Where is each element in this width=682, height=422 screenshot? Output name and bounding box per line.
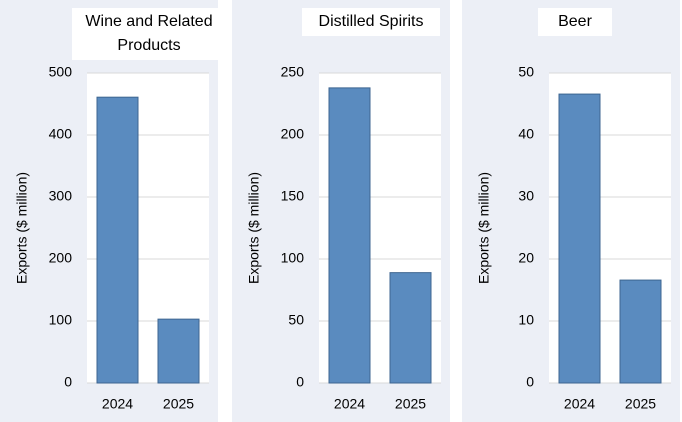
y-axis-label: Exports ($ million) [246, 172, 262, 284]
y-tick-label: 40 [518, 126, 534, 142]
y-tick-label: 300 [49, 188, 73, 204]
x-tick-label: 2024 [334, 396, 365, 412]
bar [389, 272, 432, 384]
y-tick-label: 30 [518, 188, 534, 204]
y-tick-label: 100 [49, 312, 73, 328]
chart: 0 100 200 300 400 500 Exports ($ million) 2024 2… [14, 64, 209, 412]
y-tick-label: 250 [281, 64, 305, 80]
x-tick-label: 2024 [564, 396, 595, 412]
y-tick-label: 0 [64, 374, 72, 390]
chart-panel: 0 50 100 150 200 250 Exports ($ million) 2024 20… [232, 0, 450, 422]
y-tick-label: 100 [281, 250, 305, 266]
x-tick-label: 2025 [163, 396, 194, 412]
bar [157, 318, 200, 384]
chart: 0 10 20 30 40 50 Exports ($ million) 2024 2025 [476, 64, 671, 412]
y-tick-label: 150 [281, 188, 305, 204]
bar [558, 93, 601, 384]
chart: 0 50 100 150 200 250 Exports ($ million) 2024 20… [246, 64, 441, 412]
chart-title: Distilled Spirits [302, 8, 440, 36]
bar [96, 96, 139, 384]
y-tick-label: 0 [296, 374, 304, 390]
y-tick-label: 50 [288, 312, 304, 328]
y-axis-label: Exports ($ million) [476, 172, 492, 284]
chart-panel: 0 100 200 300 400 500 Exports ($ million) 2024 2… [0, 0, 226, 422]
y-tick-label: 400 [49, 126, 73, 142]
y-tick-label: 200 [49, 250, 73, 266]
y-tick-label: 200 [281, 126, 305, 142]
chart-title: Wine and Related Products [72, 8, 226, 60]
y-tick-label: 500 [49, 64, 73, 80]
bar [619, 279, 662, 384]
y-tick-label: 50 [518, 64, 534, 80]
y-axis-label: Exports ($ million) [14, 172, 30, 284]
y-tick-label: 20 [518, 250, 534, 266]
x-tick-label: 2025 [395, 396, 426, 412]
chart-title: Beer [538, 8, 612, 36]
y-tick-label: 10 [518, 312, 534, 328]
chart-panel: 0 10 20 30 40 50 Exports ($ million) 2024 2025 Be… [462, 0, 680, 422]
x-tick-label: 2024 [102, 396, 133, 412]
y-tick-label: 0 [526, 374, 534, 390]
bar [328, 87, 371, 384]
x-tick-label: 2025 [625, 396, 656, 412]
